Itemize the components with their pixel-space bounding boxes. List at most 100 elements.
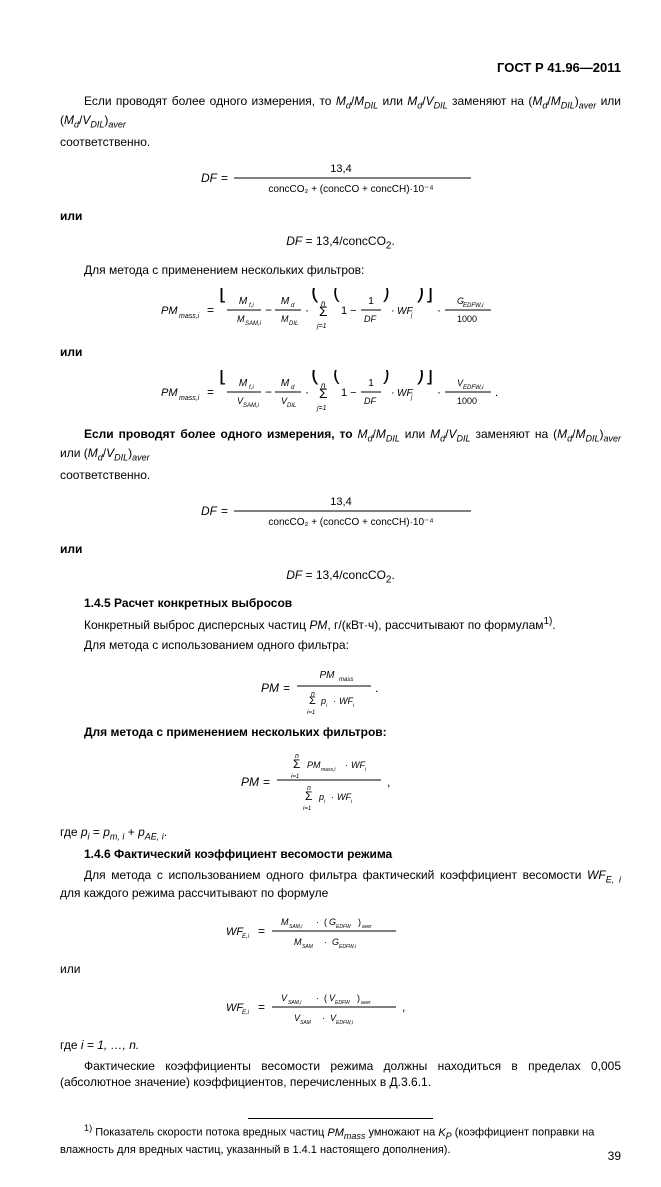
formula-wf-v: WFE,i = VSAM,i · (VEDFW)aver VSAM · VEDF… — [60, 987, 621, 1027]
svg-text:i=1: i=1 — [307, 710, 315, 714]
word-or-3: или — [60, 541, 621, 557]
svg-text:M: M — [280, 378, 289, 389]
svg-text:·: · — [437, 385, 441, 399]
svg-text:Σ: Σ — [305, 789, 312, 803]
svg-text:·: · — [316, 917, 319, 927]
svg-text:=: = — [207, 303, 214, 317]
svg-text:i: i — [353, 703, 355, 709]
svg-text:mass,i: mass,i — [321, 767, 336, 773]
svg-text:DIL: DIL — [287, 403, 296, 409]
svg-text:): ) — [417, 288, 424, 303]
formula-pm-multi: PM = n Σ i=1 PMmass,i · WFi n Σ i=1 pi ·… — [60, 750, 621, 814]
p145-a: Конкретный выброс дисперсных частиц — [84, 618, 309, 632]
word-ili-4: или — [60, 961, 621, 977]
svg-text:(: ( — [324, 917, 327, 927]
svg-text:WF: WF — [339, 696, 353, 706]
svg-text:·: · — [345, 760, 348, 770]
svg-text:E,i: E,i — [242, 1010, 250, 1016]
paragraph-1: Если проводят более одного измерения, то… — [60, 93, 621, 130]
fn-b: умножают на — [365, 1127, 438, 1139]
svg-text:V: V — [281, 993, 288, 1003]
svg-text:·: · — [391, 387, 395, 399]
svg-text:E,i: E,i — [242, 934, 250, 940]
svg-text:EDFW: EDFW — [336, 924, 352, 930]
svg-text:1 −: 1 − — [341, 387, 357, 399]
section-146: 1.4.6 Фактический коэффициент весомости … — [60, 846, 621, 862]
svg-text:DF: DF — [364, 314, 376, 324]
svg-text:.: . — [495, 387, 498, 399]
svg-text:=: = — [221, 504, 228, 518]
p145-d: Для метода с применением нескольких филь… — [60, 724, 621, 740]
svg-text:EDFW,i: EDFW,i — [463, 303, 484, 309]
formula-pm-v: PM mass,i = [ Mf,i VSAM,i − Md VDIL · ( … — [60, 370, 621, 416]
svg-text:·: · — [324, 937, 327, 947]
section-145: 1.4.5 Расчет конкретных выбросов — [60, 595, 621, 611]
page-number: 39 — [608, 1149, 621, 1163]
svg-text:SAM: SAM — [300, 1020, 312, 1026]
svg-text:i: i — [365, 767, 367, 773]
svg-text:j=1: j=1 — [316, 405, 327, 412]
svg-text:[: [ — [219, 370, 225, 385]
svg-text:1: 1 — [368, 378, 374, 389]
svg-text:(: ( — [311, 288, 319, 303]
svg-text:): ) — [358, 917, 361, 927]
svg-text:·: · — [322, 1013, 325, 1023]
formula-df-2: DF = 13,4 concCO₂ + (concCO + concCH)·10… — [60, 493, 621, 531]
svg-text:.: . — [375, 681, 378, 695]
p2-a: Если проводят более одного измерения, то — [84, 427, 357, 441]
p1-trail: соответственно. — [60, 134, 621, 150]
formula-df-1b: DF = 13,4/concCO2. — [60, 234, 621, 251]
svg-text:): ) — [357, 993, 360, 1003]
svg-text:WF: WF — [337, 792, 351, 802]
svg-text:PM: PM — [161, 387, 178, 399]
footnote-1: 1) Показатель скорости потока вредных ча… — [60, 1123, 621, 1157]
svg-text:PM: PM — [307, 760, 321, 770]
svg-text:i: i — [351, 799, 353, 805]
p-gde: где pi = pm, i + pAE, i. — [60, 824, 621, 843]
formula-wf-m: WFE,i = MSAM,i · (GEDFW)aver MSAM · GEDF… — [60, 911, 621, 951]
p146-a: Для метода с использованием одного фильт… — [84, 868, 587, 882]
svg-text:13,4: 13,4 — [330, 163, 351, 175]
formula-pm-g: PM mass,i = [ Mf,i MSAM,i − Md MDIL · ( … — [60, 288, 621, 334]
svg-text:=: = — [283, 681, 290, 695]
svg-text:·: · — [305, 385, 309, 399]
svg-text:j: j — [410, 313, 413, 319]
svg-text:1000: 1000 — [457, 396, 477, 406]
p2-trail: соответственно. — [60, 467, 621, 483]
svg-text:=: = — [221, 171, 228, 185]
svg-text:M: M — [294, 937, 302, 947]
svg-text:): ) — [383, 370, 390, 385]
word-or-1: или — [60, 208, 621, 224]
svg-text:SAM: SAM — [302, 944, 314, 950]
gde2-txt: где — [60, 1038, 81, 1052]
svg-text:i=1: i=1 — [291, 774, 299, 780]
svg-text:Σ: Σ — [309, 695, 316, 707]
svg-text:): ) — [383, 288, 390, 303]
svg-text:M: M — [238, 296, 247, 307]
svg-text:concCO₂ + (concCO + concCH)·10: concCO₂ + (concCO + concCH)·10⁻⁴ — [268, 517, 433, 528]
svg-text:DF: DF — [201, 504, 218, 518]
svg-text:Σ: Σ — [319, 303, 328, 319]
svg-text:SAM,i: SAM,i — [245, 321, 262, 327]
svg-text:·: · — [331, 792, 334, 802]
svg-text:]: ] — [427, 288, 433, 303]
word-or-2: или — [60, 344, 621, 360]
svg-text:PM: PM — [241, 775, 259, 789]
svg-text:d: d — [291, 385, 295, 391]
svg-text:1000: 1000 — [457, 314, 477, 324]
svg-text:,: , — [387, 775, 390, 789]
svg-text:·: · — [305, 303, 309, 317]
formula-df-1: DF = 13,4 concCO₂ + (concCO + concCH)·10… — [60, 160, 621, 198]
svg-text:i: i — [324, 799, 326, 805]
svg-text:−: − — [265, 303, 272, 317]
svg-text:M: M — [280, 296, 289, 307]
svg-text:SAM,i: SAM,i — [243, 403, 260, 409]
svg-text:EDFW: EDFW — [335, 1000, 351, 1006]
p146-line: Для метода с использованием одного фильт… — [60, 867, 621, 902]
svg-text:PM: PM — [261, 681, 279, 695]
svg-text:concCO₂ + (concCO + concCH)·10: concCO₂ + (concCO + concCH)·10⁻⁴ — [268, 184, 433, 195]
svg-text:DF: DF — [201, 171, 218, 185]
svg-text:EDFW,i: EDFW,i — [336, 1020, 354, 1026]
p-multi-filter-1: Для метода с применением нескольких филь… — [60, 262, 621, 278]
svg-text:·: · — [391, 305, 395, 317]
